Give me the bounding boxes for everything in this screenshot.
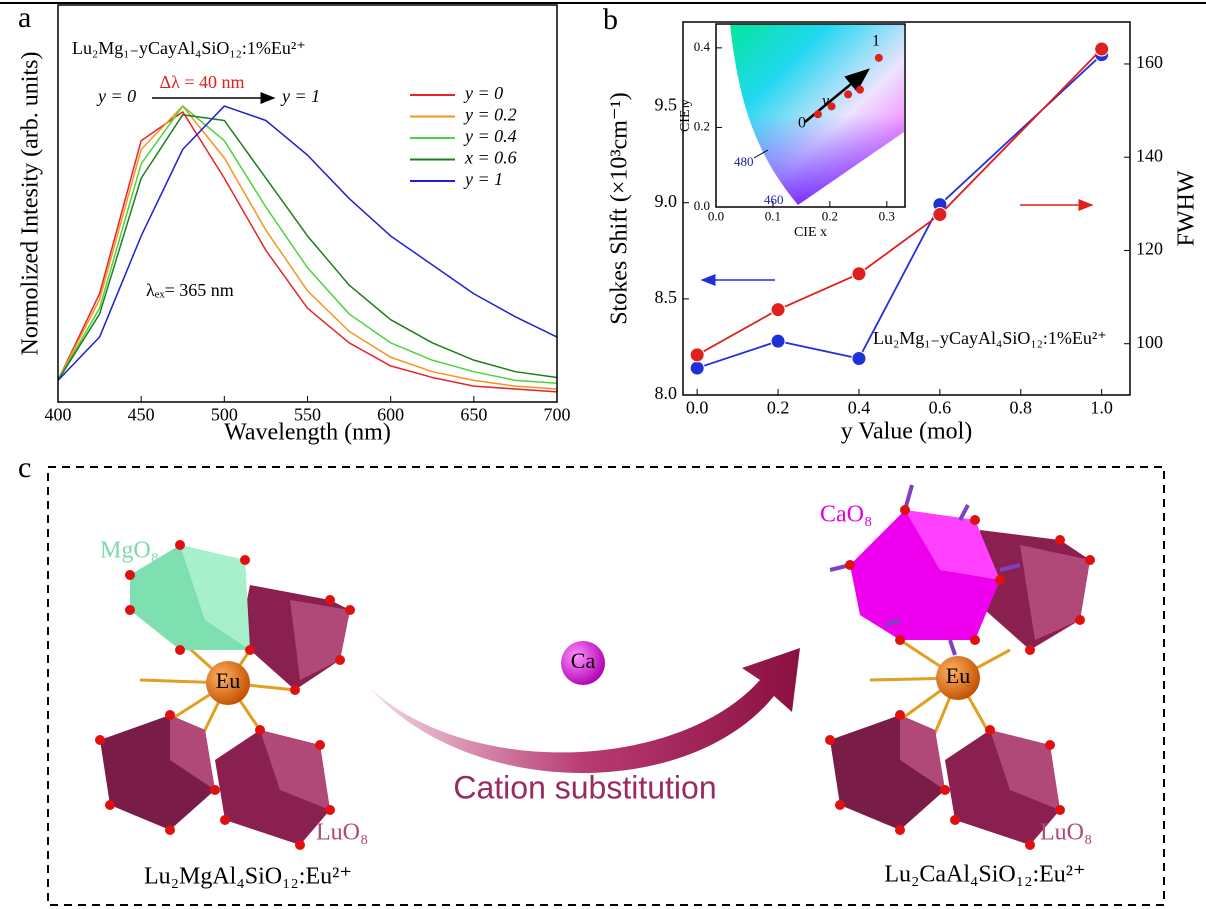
x-tick-label: 0.4 [848, 398, 871, 418]
lu-face [290, 600, 350, 680]
polyhedron-label: LuO₈ [1040, 820, 1092, 846]
process-label: Cation substitution [453, 769, 716, 805]
y2-tick-label: 160 [1136, 52, 1163, 72]
atom-label: Eu [946, 663, 970, 688]
start-label: y = 0 [96, 86, 136, 106]
panel-c: c Eu MgO₈ LuO₈ Lu₂MgAl₄SiO₁₂:Eu²⁺ [18, 451, 1164, 905]
y-tick-label: 9.0 [655, 191, 678, 211]
point [771, 303, 785, 317]
legend-label: y = 1 [463, 169, 503, 189]
polyhedron-label: CaO₈ [820, 502, 872, 528]
end-label: y = 1 [280, 86, 320, 106]
y-axis-label: Stokes Shift (×10³cm⁻¹) [607, 92, 633, 325]
x-tick-label: 450 [128, 405, 155, 425]
y-axis-label: Normolized Intesity (arb. units) [18, 52, 44, 356]
y2-axis-label: FWHW [1174, 170, 1200, 246]
point [814, 110, 822, 118]
end-label: 1 [872, 33, 880, 50]
x-axis-label: CIE x [794, 225, 827, 240]
left-structure: Eu MgO₈ LuO₈ Lu₂MgAl₄SiO₁₂:Eu²⁺ [95, 538, 368, 890]
y2-tick-label: 140 [1136, 145, 1163, 165]
legend-label: x = 0.6 [464, 148, 517, 168]
x-tick-label: 1.0 [1090, 398, 1113, 418]
x-tick-label: 0.0 [686, 398, 709, 418]
excitation: λₑₓ= 365 nm [146, 280, 234, 300]
formula: Lu₂CaAl₄SiO₁₂:Eu²⁺ [884, 862, 1085, 888]
formula: Lu₂Mg₁₋yCayAl₄SiO₁₂:1%Eu²⁺ [873, 328, 1107, 348]
x-tick-label: 0.1 [765, 208, 781, 223]
y2-tick-label: 100 [1136, 332, 1163, 352]
point [771, 334, 785, 348]
panel-label: b [603, 3, 618, 36]
y-tick-label: 0.0 [694, 198, 710, 213]
y-tick-label: 8.5 [655, 287, 678, 307]
legend-label: y = 0.2 [463, 105, 517, 125]
point [828, 102, 836, 110]
right-structure: Eu CaO₈ LuO₈ Lu₂CaAl₄SiO₁₂:Eu²⁺ [820, 485, 1095, 888]
x-tick-label: 0.3 [879, 208, 895, 223]
formula: Lu₂Mg₁₋yCayAl₄SiO₁₂:1%Eu²⁺ [72, 38, 306, 58]
point [856, 86, 864, 94]
y-tick-label: 9.5 [655, 95, 678, 115]
panel-a-annotations: a Lu₂Mg₁₋yCayAl₄SiO₁₂:1%Eu²⁺ Δλ = 40 nm … [18, 1, 320, 300]
point [875, 54, 883, 62]
figure: a Lu₂Mg₁₋yCayAl₄SiO₁₂:1%Eu²⁺ Δλ = 40 nm … [0, 0, 1206, 909]
x-tick-label: 700 [544, 405, 571, 425]
point [852, 267, 866, 281]
shift-label: Δλ = 40 nm [160, 72, 245, 92]
legend-label: y = 0 [463, 83, 503, 103]
formula: Lu₂MgAl₄SiO₁₂:Eu²⁺ [144, 864, 352, 890]
x-tick-label: 0.6 [929, 398, 952, 418]
atom-label: Eu [216, 668, 240, 693]
x-tick-label: 0.2 [822, 208, 838, 223]
y-tick-label: 0.2 [694, 118, 710, 133]
y-tick-label: 8.0 [655, 383, 678, 403]
panel-label: c [18, 451, 31, 484]
x-axis-label: Wavelength (nm) [224, 420, 391, 446]
y2-tick-label: 120 [1136, 239, 1163, 259]
x-tick-label: 0.0 [708, 208, 724, 223]
point [933, 208, 947, 222]
y-tick-label: 0.4 [694, 39, 711, 54]
point [852, 351, 866, 365]
point [1095, 42, 1109, 56]
atom-label: Ca [571, 648, 596, 673]
x-tick-label: 400 [45, 405, 72, 425]
y-axis-label: CIE y [678, 99, 693, 132]
x-tick-label: 650 [460, 405, 487, 425]
point [844, 90, 852, 98]
wavelength-label: 460 [764, 192, 784, 207]
start-label: 0 [798, 115, 806, 132]
point [690, 361, 704, 375]
x-tick-label: 0.8 [1010, 398, 1033, 418]
point [690, 348, 704, 362]
panel-label: a [18, 1, 31, 34]
legend-label: y = 0.4 [463, 126, 517, 146]
panel-b-annotations: b Lu₂Mg₁₋yCayAl₄SiO₁₂:1%Eu²⁺ 480 460 0 y… [603, 3, 1107, 348]
x-axis-label: y Value (mol) [841, 419, 973, 445]
wavelength-label: 480 [734, 154, 754, 169]
polyhedron-label: LuO₈ [316, 820, 368, 846]
x-tick-label: 0.2 [767, 398, 790, 418]
polyhedron-label: MgO₈ [100, 538, 159, 564]
